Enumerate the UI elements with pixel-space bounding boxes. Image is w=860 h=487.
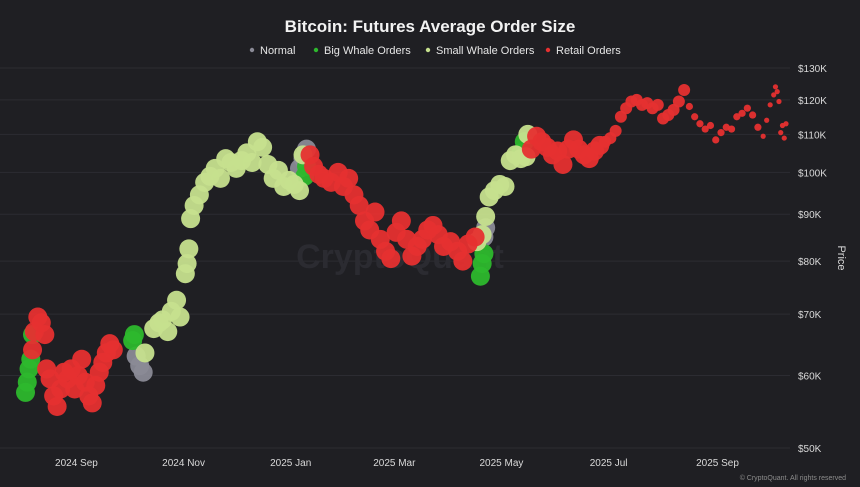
x-tick-label: 2024 Sep (55, 458, 98, 469)
data-point-retail-orders (760, 133, 766, 139)
data-point-retail-orders (767, 102, 773, 108)
data-point-small-whale-orders (289, 181, 309, 201)
legend-label-2[interactable]: Small Whale Orders (436, 45, 535, 57)
data-point-retail-orders (712, 136, 720, 144)
x-tick-label: 2025 Jul (590, 458, 628, 469)
data-point-retail-orders (733, 113, 741, 121)
y-tick-label: $120K (798, 96, 827, 107)
legend-marker-3 (545, 47, 551, 53)
data-point-retail-orders (781, 135, 787, 141)
data-point-retail-orders (696, 120, 704, 128)
data-point-retail-orders (23, 340, 43, 360)
data-points (16, 84, 789, 416)
data-point-retail-orders (35, 325, 55, 345)
legend: Normal Big Whale Orders Small Whale Orders… (249, 45, 621, 57)
data-point-small-whale-orders (210, 168, 230, 188)
data-point-retail-orders (778, 130, 784, 136)
y-tick-label: $70K (798, 310, 822, 321)
data-point-retail-orders (672, 95, 685, 108)
data-point-small-whale-orders (179, 239, 199, 259)
legend-label-0[interactable]: Normal (260, 45, 295, 57)
credit-text: © CryptoQuant. All rights reserved (740, 474, 846, 482)
data-point-retail-orders (465, 227, 485, 247)
data-point-retail-orders (706, 121, 715, 130)
data-point-retail-orders (339, 168, 359, 188)
data-point-small-whale-orders (158, 322, 178, 342)
legend-marker-0 (249, 47, 255, 53)
x-tick-label: 2025 Sep (696, 458, 739, 469)
y-axis-ticks: $50K $60K $70K $80K $90K $100K $110K $120K $130K (798, 64, 827, 455)
data-point-small-whale-orders (476, 206, 496, 226)
y-axis-label: Price (835, 245, 847, 270)
data-point-retail-orders (553, 154, 573, 174)
data-point-small-whale-orders (495, 177, 515, 197)
y-tick-label: $90K (798, 210, 822, 221)
y-tick-label: $100K (798, 168, 827, 179)
y-tick-label: $60K (798, 371, 822, 382)
data-point-retail-orders (774, 89, 780, 95)
data-point-retail-orders (764, 117, 770, 123)
data-point-retail-orders (453, 251, 473, 271)
data-point-retail-orders (349, 196, 369, 216)
data-point-retail-orders (772, 84, 779, 90)
data-point-small-whale-orders (167, 290, 187, 310)
data-point-small-whale-orders (170, 307, 190, 327)
data-point-big-whale-orders (124, 325, 144, 345)
data-point-small-whale-orders (242, 153, 262, 173)
data-point-retail-orders (749, 111, 757, 119)
data-point-retail-orders (72, 349, 92, 369)
x-axis-ticks: 2024 Sep 2024 Nov 2025 Jan 2025 Mar 2025 May… (55, 458, 739, 469)
data-point-retail-orders (727, 125, 736, 133)
data-point-retail-orders (47, 396, 67, 416)
data-point-retail-orders (391, 211, 411, 231)
data-point-retail-orders (743, 104, 751, 112)
data-point-retail-orders (717, 129, 725, 137)
data-point-retail-orders (701, 125, 709, 133)
y-tick-label: $110K (798, 130, 827, 141)
legend-marker-2 (425, 47, 431, 53)
data-point-small-whale-orders (253, 137, 273, 157)
data-point-retail-orders (609, 124, 622, 137)
data-point-retail-orders (678, 84, 691, 97)
y-tick-label: $130K (798, 64, 827, 75)
data-point-retail-orders (738, 109, 746, 117)
data-point-normal (133, 362, 153, 382)
x-tick-label: 2024 Nov (162, 458, 205, 469)
data-point-small-whale-orders (177, 254, 197, 274)
y-tick-label: $80K (798, 257, 822, 268)
data-point-retail-orders (651, 98, 664, 111)
data-point-small-whale-orders (135, 343, 155, 363)
data-point-retail-orders (82, 393, 102, 413)
legend-label-3[interactable]: Retail Orders (556, 45, 621, 57)
data-point-retail-orders (691, 113, 699, 121)
legend-marker-1 (313, 47, 319, 53)
data-point-retail-orders (365, 202, 385, 222)
legend-label-1[interactable]: Big Whale Orders (324, 45, 411, 57)
data-point-retail-orders (685, 102, 694, 111)
y-tick-label: $50K (798, 444, 822, 455)
data-point-retail-orders (776, 98, 782, 105)
chart-title: Bitcoin: Futures Average Order Size (285, 17, 576, 36)
data-point-retail-orders (783, 121, 789, 127)
data-point-retail-orders (381, 249, 401, 269)
data-point-retail-orders (771, 92, 777, 98)
x-tick-label: 2025 Jan (270, 458, 311, 469)
x-tick-label: 2025 May (480, 458, 524, 469)
data-point-retail-orders (103, 340, 123, 360)
data-point-retail-orders (754, 123, 762, 131)
x-tick-label: 2025 Mar (373, 458, 416, 469)
